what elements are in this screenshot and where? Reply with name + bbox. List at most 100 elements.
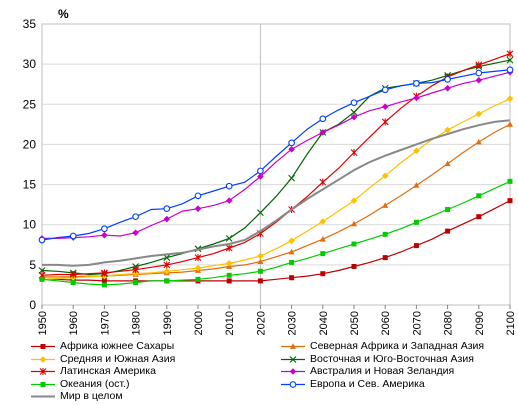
legend-marker: [39, 355, 47, 363]
y-tick-label: 20: [23, 137, 37, 151]
data-point: [319, 235, 326, 242]
data-point: [351, 220, 357, 227]
data-point: [320, 251, 326, 257]
data-point: [225, 182, 233, 190]
series-line: [41, 59, 511, 276]
data-point: [257, 252, 264, 260]
data-point: [194, 254, 202, 262]
data-point: [38, 267, 46, 274]
legend-label: Средняя и Южная Азия: [60, 352, 176, 365]
series-line: [41, 180, 511, 286]
x-tick-label: 2100: [505, 311, 517, 335]
data-point: [194, 205, 202, 212]
data-point: [288, 237, 295, 245]
data-point: [225, 234, 233, 242]
legend-swatch: [281, 368, 305, 375]
y-tick-label: 15: [23, 178, 37, 192]
data-point: [319, 218, 327, 225]
data-point: [163, 205, 171, 213]
data-point: [101, 225, 108, 233]
y-tick-label: 5: [29, 258, 36, 272]
data-point: [475, 76, 483, 84]
series-line: [42, 71, 511, 239]
series-6: [39, 178, 513, 288]
data-point: [225, 197, 233, 204]
legend-label: Восточная и Юго-Восточная Азия: [310, 352, 474, 365]
legend-marker: [40, 344, 46, 349]
legend-swatch: [281, 355, 305, 363]
data-point: [225, 244, 233, 252]
data-point: [381, 86, 389, 94]
data-point: [288, 174, 295, 182]
axis-layer: 0 5 10 15 20 25 30 35 1950 1960 1970 1980 1990 2000 20…: [23, 17, 517, 335]
series-line: [42, 119, 511, 267]
data-point: [132, 213, 139, 221]
legend-swatch: [31, 355, 55, 363]
y-tick-label: 0: [29, 298, 36, 312]
data-point: [475, 110, 483, 118]
data-point: [288, 139, 295, 147]
x-tick-label: 1990: [162, 311, 174, 335]
series-8: [42, 119, 511, 267]
legend-swatch: [31, 395, 55, 398]
data-point: [413, 80, 420, 87]
data-point: [382, 255, 388, 261]
legend-swatch: [31, 368, 55, 375]
legend-label: Океания (ост.): [60, 377, 130, 390]
legend-swatch: [281, 343, 305, 349]
legend-label: Австралия и Новая Зеландия: [310, 365, 455, 377]
data-point: [257, 173, 264, 180]
y-tick-label: 25: [23, 97, 37, 111]
legend-swatch: [281, 380, 305, 388]
series-line: [41, 53, 511, 276]
data-point: [382, 231, 388, 237]
data-point: [381, 118, 389, 126]
data-point: [475, 61, 483, 69]
y-tick-label: 10: [23, 218, 37, 232]
legend-marker: [289, 355, 297, 363]
data-point: [194, 264, 202, 272]
grid-layer: [41, 23, 511, 306]
data-point: [507, 198, 513, 204]
x-tick-label: 1960: [68, 311, 80, 335]
data-point: [132, 266, 139, 274]
data-point: [226, 272, 232, 278]
x-tick-label: 1980: [131, 311, 143, 335]
data-point: [289, 275, 295, 281]
data-point: [101, 269, 108, 277]
data-point: [163, 215, 171, 223]
plot-frame: [41, 23, 511, 306]
data-point: [476, 214, 482, 220]
x-tick-label: 2030: [287, 311, 299, 335]
data-point: [351, 241, 357, 247]
data-point: [288, 248, 295, 255]
data-point: [69, 270, 77, 278]
data-point: [320, 271, 326, 277]
data-point: [350, 113, 358, 121]
data-point: [445, 228, 451, 234]
legend-marker: [289, 380, 297, 388]
data-point: [319, 115, 327, 123]
legend-label: Северная Африка и Западная Азия: [310, 340, 485, 352]
data-point: [163, 254, 171, 262]
data-point: [101, 278, 107, 284]
data-point: [257, 268, 263, 274]
series-0: [39, 198, 513, 284]
legend-marker: [39, 368, 47, 375]
data-point: [39, 276, 45, 282]
series-layer: [38, 50, 514, 288]
series-line: [41, 69, 511, 241]
data-point: [133, 280, 139, 286]
x-tick-label: 2050: [349, 311, 361, 335]
data-point: [163, 261, 171, 269]
data-point: [257, 278, 263, 284]
legend-swatch: [31, 381, 55, 387]
data-point: [195, 276, 201, 282]
data-point: [319, 129, 327, 136]
series-line: [42, 200, 511, 282]
data-point: [413, 182, 420, 188]
x-tick-label: 2020: [255, 311, 267, 335]
data-point: [507, 178, 513, 184]
data-point: [350, 108, 358, 116]
series-line: [42, 123, 511, 278]
